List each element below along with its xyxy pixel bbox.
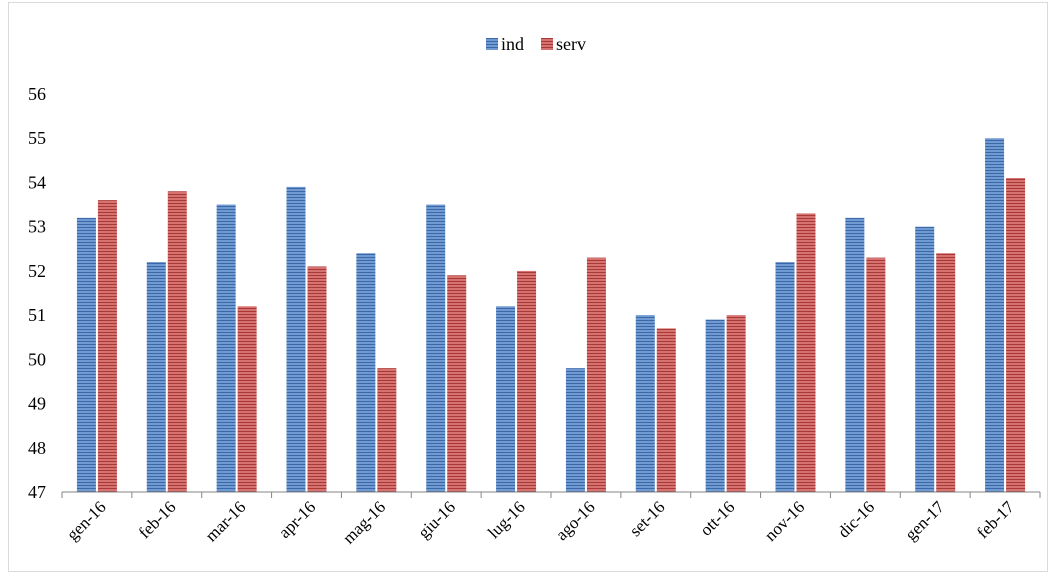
x-tick-label: mag-16	[339, 497, 389, 547]
legend-swatch-ind	[486, 38, 498, 50]
bar-ind-set-16	[635, 315, 655, 492]
bar-ind-feb-17	[985, 138, 1005, 492]
bar-ind-dic-16	[845, 217, 865, 493]
bar-serv-apr-16	[307, 266, 327, 492]
bar-serv-feb-17	[1006, 178, 1026, 492]
bar-serv-ott-16	[726, 315, 746, 492]
y-tick-label: 52	[28, 261, 46, 281]
x-tick-label: set-16	[626, 497, 669, 540]
bar-ind-mag-16	[356, 253, 376, 492]
bars	[76, 138, 1026, 493]
x-tick-label: apr-16	[275, 497, 320, 542]
bar-ind-apr-16	[286, 186, 306, 492]
x-tick-label: gen-17	[901, 497, 948, 544]
legend-label-serv: serv	[556, 34, 586, 54]
bar-serv-mag-16	[377, 368, 397, 492]
x-tick-label: gen-16	[63, 497, 110, 544]
bar-serv-gen-17	[936, 253, 956, 492]
bar-ind-mar-16	[216, 204, 236, 493]
bar-serv-mar-16	[237, 306, 257, 492]
bar-serv-dic-16	[866, 257, 886, 492]
x-tick-label: giu-16	[414, 497, 459, 542]
x-tick-label: nov-16	[761, 497, 808, 544]
bar-serv-nov-16	[796, 213, 816, 492]
y-tick-label: 49	[28, 394, 46, 414]
x-axis-labels: gen-16 feb-16 mar-16 apr-16 mag-16 giu-16 lug-…	[63, 497, 1018, 548]
x-tick-label: feb-16	[135, 497, 180, 542]
bar-ind-gen-16	[76, 217, 96, 493]
y-tick-label: 50	[28, 349, 46, 369]
bar-serv-giu-16	[447, 275, 467, 492]
y-tick-label: 54	[28, 172, 46, 192]
bar-ind-feb-16	[146, 262, 166, 492]
bar-serv-gen-16	[97, 200, 117, 492]
y-tick-label: 56	[28, 84, 46, 104]
legend: ind serv	[486, 34, 586, 54]
bar-serv-set-16	[656, 328, 676, 492]
x-axis-tick-marks	[61, 492, 1041, 498]
y-tick-label: 53	[28, 217, 46, 237]
bar-ind-giu-16	[426, 204, 446, 493]
x-tick-label: mar-16	[202, 497, 250, 545]
y-tick-label: 47	[28, 482, 46, 502]
y-axis-ticks: 47 48 49 50 51 52 53 54 55 56	[28, 84, 46, 502]
x-tick-label: dic-16	[834, 497, 878, 541]
y-tick-label: 55	[28, 128, 46, 148]
legend-swatch-serv	[541, 38, 553, 50]
y-tick-label: 51	[28, 305, 46, 325]
x-tick-label: lug-16	[484, 497, 529, 542]
bar-serv-ago-16	[586, 257, 606, 492]
x-tick-label: ago-16	[552, 497, 599, 544]
x-tick-label: ott-16	[696, 497, 738, 539]
y-tick-label: 48	[28, 438, 46, 458]
legend-label-ind: ind	[501, 34, 524, 54]
bar-ind-ago-16	[565, 368, 585, 492]
bar-serv-lug-16	[517, 270, 537, 492]
bar-ind-gen-17	[915, 226, 935, 492]
bar-ind-ott-16	[705, 319, 725, 492]
bar-ind-lug-16	[496, 306, 516, 492]
bar-ind-nov-16	[775, 262, 795, 492]
x-tick-label: feb-17	[973, 497, 1018, 542]
bar-serv-feb-16	[167, 191, 187, 493]
